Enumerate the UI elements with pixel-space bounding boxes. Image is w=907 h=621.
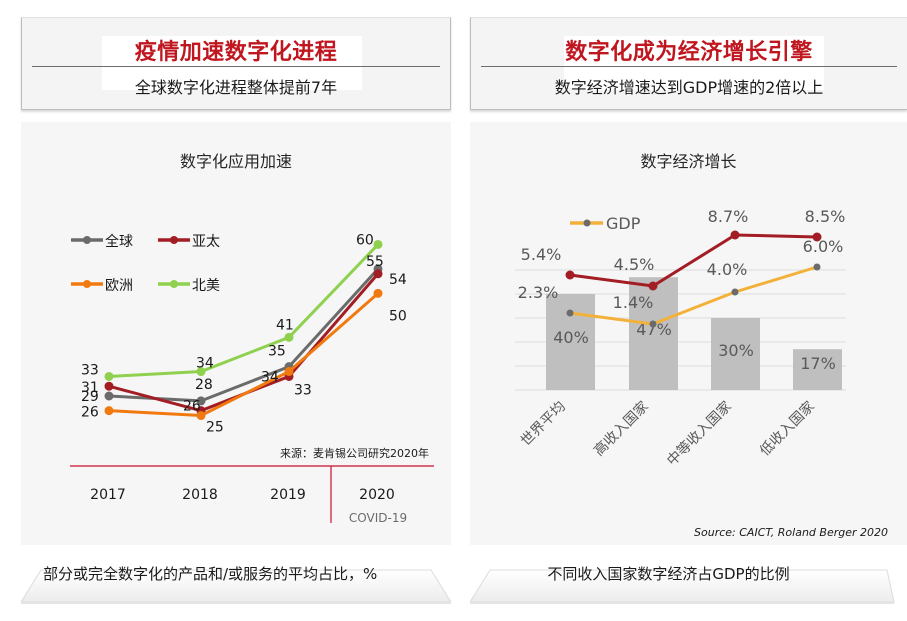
- legend-label: GDP: [606, 214, 641, 233]
- title-highlight: [564, 36, 824, 90]
- series-line-欧洲: [108, 292, 379, 418]
- series-line-数字经济增速: [569, 233, 818, 288]
- data-point: [284, 367, 294, 377]
- data-point: [731, 288, 739, 296]
- line-value-label: 4.5%: [614, 255, 655, 274]
- title-highlight: [102, 36, 362, 90]
- x-tick-label: 2019: [270, 487, 306, 503]
- data-label: 26: [81, 405, 99, 421]
- data-point: [284, 332, 294, 342]
- right-header-subtitle: 数字经济增速达到GDP增速的2倍以上: [554, 78, 824, 97]
- line-value-label: 2.3%: [518, 283, 559, 302]
- data-point: [196, 367, 206, 377]
- data-point: [566, 309, 574, 317]
- line-value-label: 4.0%: [707, 260, 748, 279]
- data-label: 35: [268, 344, 286, 360]
- left-caption-text: 部分或完全数字化的产品和/或服务的平均占比，%: [43, 565, 378, 583]
- data-label: 33: [294, 382, 312, 398]
- legend-swatch-marker: [170, 280, 178, 288]
- left-header-box: 疫情加速数字化进程 全球数字化进程整体提前7年: [21, 17, 451, 110]
- right-header-title: 数字化成为经济增长引擎: [565, 40, 813, 65]
- legend-label: 北美: [192, 278, 220, 294]
- data-point: [730, 230, 740, 240]
- data-label: 54: [389, 272, 407, 288]
- bar-value-label: 30%: [718, 341, 754, 360]
- data-point: [812, 232, 822, 242]
- data-label: 25: [206, 420, 224, 436]
- x-tick-label: 2020: [359, 487, 395, 503]
- bar-value-label: 17%: [800, 354, 836, 373]
- bar-低收入国家: [793, 349, 842, 390]
- x-category-label: 高收入国家: [590, 398, 652, 460]
- data-point: [813, 263, 821, 271]
- x-category-label: 世界平均: [518, 399, 569, 450]
- digital-economy-combo-chart: 40% 47% 30% 17% 5.4% 4.5% 8.7% 8.5% 2.3% 1.4% 4.0%…: [515, 207, 888, 539]
- data-label: 34: [196, 356, 214, 372]
- data-label: 50: [389, 308, 407, 324]
- chart-title: 数字化应用加速: [179, 152, 292, 171]
- right-header-box: 数字化成为经济增长引擎 数字经济增速达到GDP增速的2倍以上: [470, 17, 907, 110]
- line-value-label: 8.5%: [805, 207, 846, 226]
- legend-label: 全球: [105, 233, 133, 250]
- legend-swatch-marker: [83, 280, 91, 288]
- data-point: [196, 411, 206, 421]
- data-point: [373, 239, 383, 249]
- source-annotation: 来源：麦肯锡公司研究2020年: [280, 446, 429, 460]
- x-tick-label: 2018: [182, 487, 218, 503]
- data-point: [565, 270, 575, 280]
- left-header-subtitle: 全球数字化进程整体提前7年: [134, 78, 338, 97]
- line-value-label: 5.4%: [521, 245, 562, 264]
- data-label: 31: [81, 380, 99, 396]
- data-point: [104, 406, 114, 416]
- bar-中等收入国家: [711, 318, 760, 390]
- legend-swatch-marker: [170, 236, 178, 244]
- data-point: [373, 288, 383, 298]
- data-point: [104, 371, 114, 381]
- data-label: 33: [81, 362, 99, 378]
- line-value-label: 8.7%: [708, 207, 749, 226]
- series-line-GDP: [569, 265, 818, 326]
- data-label: 41: [276, 317, 294, 333]
- data-label: 34: [261, 370, 279, 386]
- data-label: 26: [183, 399, 201, 415]
- header-divider: [32, 66, 440, 67]
- right-caption-text: 不同收入国家数字经济占GDP的比例: [547, 565, 790, 583]
- legend-swatch-marker: [583, 219, 591, 227]
- caption-shelf: [21, 569, 451, 604]
- header-divider: [481, 66, 897, 67]
- source-note: Source: CAICT, Roland Berger 2020: [694, 526, 888, 539]
- data-label: 55: [366, 254, 384, 270]
- covid-label: COVID-19: [349, 511, 407, 525]
- data-point: [104, 391, 114, 401]
- data-label: 28: [195, 377, 213, 393]
- data-point: [649, 320, 657, 328]
- data-point: [196, 396, 206, 406]
- x-category-label: 中等收入国家: [663, 398, 734, 469]
- series-line-亚太: [108, 272, 380, 413]
- bar-value-label: 47%: [636, 320, 672, 339]
- data-point: [648, 281, 658, 291]
- x-tick-label: 2017: [90, 487, 126, 503]
- x-category-label: 低收入国家: [756, 398, 818, 460]
- legend-swatch-marker: [83, 236, 91, 244]
- data-label: 60: [356, 232, 374, 248]
- line-value-label: 6.0%: [803, 237, 844, 256]
- legend-label: 欧洲: [105, 278, 133, 294]
- line-value-label: 1.4%: [613, 293, 654, 312]
- data-label: 29: [81, 389, 99, 405]
- digitization-chart-panel: 数字化应用加速 全球 亚太欧洲 北美 29 28 35 55 31 26 33 54 26 25 34 50…: [21, 122, 451, 545]
- legend-label: 亚太: [192, 234, 220, 250]
- bar-高收入国家: [629, 277, 678, 390]
- data-point: [373, 269, 383, 279]
- digital-economy-chart-panel: 数字经济增长 40% 47% 30% 17% 5.4% 4.5% 8.7% 8.5% 2.3% 1…: [470, 122, 907, 545]
- caption-shelf: [470, 569, 895, 604]
- left-header-title: 疫情加速数字化进程: [134, 40, 338, 65]
- left-footer-caption: 部分或完全数字化的产品和/或服务的平均占比，%: [21, 552, 451, 604]
- bar-value-label: 40%: [553, 328, 589, 347]
- chart-title: 数字经济增长: [640, 152, 737, 171]
- right-footer-caption: 不同收入国家数字经济占GDP的比例: [470, 552, 907, 604]
- data-point: [104, 381, 114, 391]
- series-line-北美: [108, 243, 380, 378]
